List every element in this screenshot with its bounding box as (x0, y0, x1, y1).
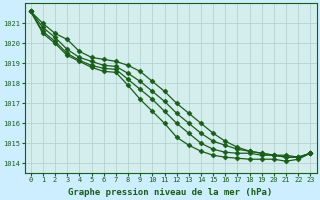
X-axis label: Graphe pression niveau de la mer (hPa): Graphe pression niveau de la mer (hPa) (68, 188, 273, 197)
